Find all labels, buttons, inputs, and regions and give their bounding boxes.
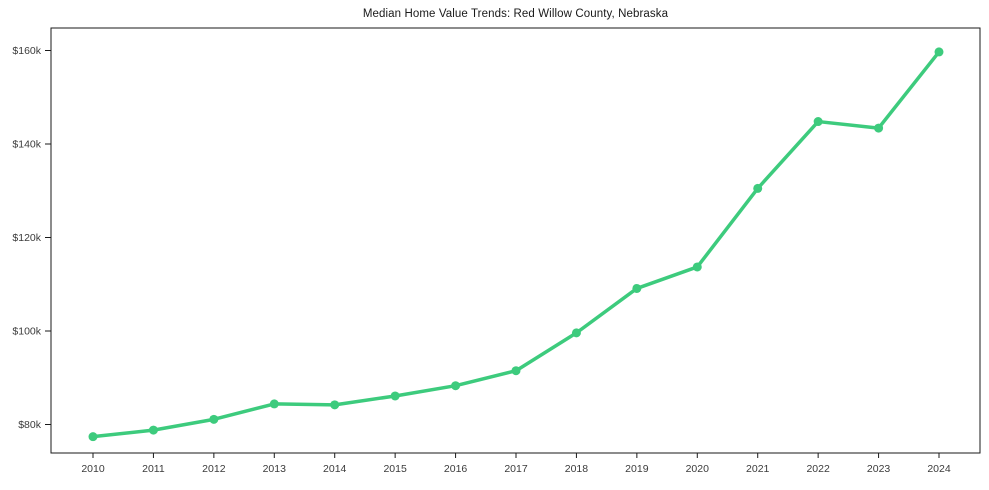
x-tick-label: 2012 bbox=[202, 463, 226, 475]
data-point-2013 bbox=[269, 399, 279, 409]
x-tick-label: 2022 bbox=[806, 463, 830, 475]
data-point-2019 bbox=[632, 283, 642, 293]
data-point-2018 bbox=[571, 328, 581, 338]
y-tick-label: $160k bbox=[12, 45, 41, 57]
data-point-2014 bbox=[330, 400, 340, 410]
x-tick-label: 2020 bbox=[686, 463, 710, 475]
x-tick-label: 2011 bbox=[142, 463, 165, 475]
data-point-2011 bbox=[148, 425, 158, 435]
data-point-2024 bbox=[934, 47, 944, 57]
y-tick-label: $100k bbox=[12, 326, 41, 338]
x-tick-label: 2018 bbox=[565, 463, 589, 475]
chart-title: Median Home Value Trends: Red Willow Cou… bbox=[362, 8, 669, 20]
x-tick-label: 2021 bbox=[746, 463, 770, 475]
x-tick-label: 2016 bbox=[444, 463, 468, 475]
y-tick-label: $140k bbox=[12, 139, 41, 151]
data-point-2021 bbox=[753, 183, 763, 193]
data-point-2023 bbox=[874, 123, 884, 133]
x-tick-label: 2017 bbox=[504, 463, 528, 475]
plot-frame bbox=[50, 27, 981, 454]
y-tick-label: $80k bbox=[18, 419, 42, 431]
data-point-2020 bbox=[692, 262, 702, 272]
data-point-2015 bbox=[390, 391, 400, 401]
trend-line bbox=[91, 50, 941, 439]
data-point-2017 bbox=[511, 366, 521, 376]
x-tick-label: 2014 bbox=[323, 463, 347, 475]
y-tick-label: $120k bbox=[12, 232, 41, 244]
x-tick-label: 2010 bbox=[81, 463, 105, 475]
data-point-2012 bbox=[209, 414, 219, 424]
x-tick-label: 2019 bbox=[625, 463, 649, 475]
x-tick-label: 2024 bbox=[927, 463, 951, 475]
x-tick-label: 2015 bbox=[383, 463, 407, 475]
x-tick-label: 2023 bbox=[867, 463, 891, 475]
data-point-2022 bbox=[813, 117, 823, 127]
x-tick-label: 2013 bbox=[263, 463, 287, 475]
data-point-2016 bbox=[451, 381, 461, 391]
data-point-2010 bbox=[88, 432, 98, 442]
